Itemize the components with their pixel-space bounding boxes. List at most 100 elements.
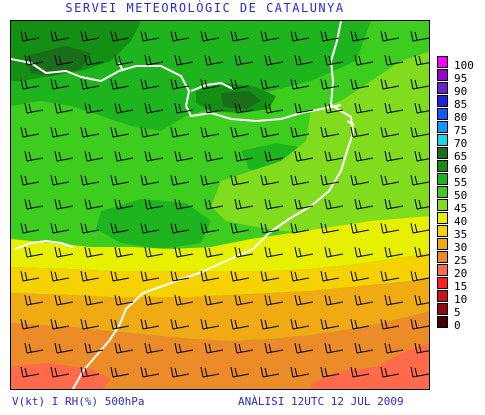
- wind-barb-icon: [384, 102, 404, 114]
- legend-item: 5: [437, 303, 485, 318]
- wind-barb-icon: [320, 366, 340, 378]
- legend-item: 100: [437, 56, 485, 72]
- wind-barb-icon: [20, 270, 40, 282]
- wind-barb-icon: [54, 246, 74, 258]
- wind-barb-icon: [414, 342, 429, 354]
- wind-barb-icon: [200, 78, 220, 90]
- wind-barb-icon: [84, 246, 104, 258]
- rh-band-30: [11, 279, 429, 341]
- legend-swatch: [437, 251, 448, 263]
- wind-barb-icon: [114, 150, 134, 162]
- wind-barb-icon: [54, 102, 74, 114]
- wind-barb-icon: [200, 222, 220, 234]
- wind-barb-icon: [80, 78, 100, 90]
- legend-label: 70: [454, 137, 468, 150]
- wind-barb-icon: [170, 366, 190, 378]
- wind-barb-icon: [380, 78, 400, 90]
- wind-barb-icon: [20, 318, 40, 330]
- wind-barb-icon: [200, 174, 220, 186]
- analysis-time-label: ANÀLISI 12UTC 12 JUL 2009: [238, 395, 404, 408]
- wind-barb-icon: [230, 318, 250, 330]
- wind-barb-icon: [290, 30, 310, 42]
- wind-barb-icon: [260, 366, 280, 378]
- legend-label: 85: [454, 98, 468, 111]
- wind-barb-icon: [50, 366, 70, 378]
- legend-label: 30: [454, 241, 468, 254]
- wind-barb-icon: [234, 198, 254, 210]
- wind-barb-icon: [320, 222, 340, 234]
- wind-barb-icon: [350, 270, 370, 282]
- wind-barb-icon: [24, 246, 44, 258]
- legend-label: 95: [454, 72, 468, 85]
- wind-barb-icon: [140, 174, 160, 186]
- wind-barb-icon: [324, 54, 344, 66]
- wind-barb-icon: [414, 294, 429, 306]
- wind-barb-icon: [294, 198, 314, 210]
- wind-barb-icon: [114, 342, 134, 354]
- wind-barb-icon: [414, 102, 429, 114]
- wind-barb-icon: [410, 30, 429, 42]
- wind-barb-icon: [20, 126, 40, 138]
- wind-barb-icon: [80, 222, 100, 234]
- wind-barb-icon: [350, 30, 370, 42]
- legend-label: 100: [454, 59, 474, 72]
- variable-label: V(kt) I RH(%) 500hPa: [12, 395, 145, 408]
- legend-item: 25: [437, 251, 485, 266]
- wind-barb-icon: [24, 342, 44, 354]
- wind-barb-icon: [324, 198, 344, 210]
- wind-barb-icon: [200, 318, 220, 330]
- wind-barb-icon: [290, 126, 310, 138]
- wind-barb-icon: [204, 198, 224, 210]
- wind-barb-icon: [140, 78, 160, 90]
- wind-barb-icon: [110, 174, 130, 186]
- wind-barb-icon: [80, 366, 100, 378]
- wind-barb-icon: [114, 102, 134, 114]
- wind-barb-icon: [140, 126, 160, 138]
- wind-barb-icon: [140, 270, 160, 282]
- map-title: SERVEI METEOROLÒGIC DE CATALUNYA: [65, 1, 345, 15]
- wind-barb-icon: [290, 78, 310, 90]
- wind-barb-icon: [24, 294, 44, 306]
- wind-barb-icon: [144, 150, 164, 162]
- legend-swatch: [437, 303, 448, 315]
- legend-label: 80: [454, 111, 468, 124]
- wind-barb-icon: [200, 270, 220, 282]
- wind-barb-icon: [170, 126, 190, 138]
- wind-barb-icon: [204, 150, 224, 162]
- wind-barb-icon: [350, 366, 370, 378]
- legend-label: 60: [454, 163, 468, 176]
- wind-barb-icon: [384, 294, 404, 306]
- wind-barb-icon: [320, 78, 340, 90]
- wind-barb-icon: [114, 54, 134, 66]
- wind-barb-icon: [380, 174, 400, 186]
- legend-swatch: [437, 186, 448, 198]
- wind-barb-icon: [410, 222, 429, 234]
- legend-swatch: [437, 69, 448, 81]
- legend-label: 35: [454, 228, 468, 241]
- wind-barb-icon: [294, 150, 314, 162]
- legend-swatch: [437, 160, 448, 172]
- wind-barb-icon: [260, 78, 280, 90]
- wind-barb-icon: [144, 246, 164, 258]
- wind-barb-icon: [230, 366, 250, 378]
- wind-barb-icon: [354, 150, 374, 162]
- legend-item: 55: [437, 173, 485, 188]
- wind-barb-icon: [54, 294, 74, 306]
- wind-barb-icon: [350, 174, 370, 186]
- wind-barb-icon: [320, 174, 340, 186]
- wind-barb-icon: [174, 294, 194, 306]
- wind-barb-icon: [50, 174, 70, 186]
- wind-barb-icon: [264, 342, 284, 354]
- wind-barb-icon: [264, 150, 284, 162]
- legend-item: 50: [437, 186, 485, 201]
- wind-barb-icon: [80, 318, 100, 330]
- legend-item: 0: [437, 316, 485, 331]
- wind-barb-icon: [380, 270, 400, 282]
- legend-swatch: [437, 147, 448, 159]
- wind-barb-icon: [350, 318, 370, 330]
- legend-label: 20: [454, 267, 468, 280]
- wind-barb-icon: [264, 294, 284, 306]
- legend-swatch: [437, 199, 448, 211]
- wind-barb-icon: [290, 222, 310, 234]
- humidity-wind-map: [10, 20, 430, 390]
